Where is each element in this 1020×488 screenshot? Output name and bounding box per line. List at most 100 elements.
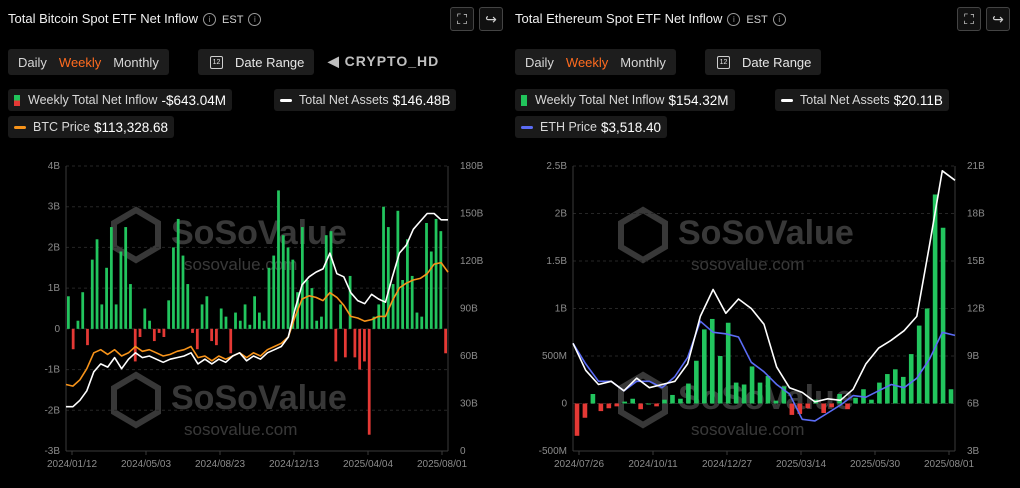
share-icon[interactable]: ↪ — [479, 7, 503, 31]
watermark-url-text: sosovalue.com — [691, 420, 804, 439]
legend-inflow[interactable]: Weekly Total Net Inflow $154.32M — [515, 89, 735, 111]
inflow-bar-positive — [734, 383, 739, 404]
tab-daily[interactable]: Daily — [519, 55, 560, 70]
tab-monthly[interactable]: Monthly — [107, 55, 165, 70]
right-tick-label: 21B — [967, 161, 985, 172]
inflow-bar-negative — [358, 329, 361, 370]
fullscreen-icon[interactable]: ⛶ — [957, 7, 981, 31]
inflow-bar-negative — [599, 404, 604, 412]
left-tick-label: -500M — [539, 446, 567, 457]
left-tick-label: 1B — [555, 304, 568, 315]
inflow-bar-positive — [591, 394, 596, 404]
inflow-bar-positive — [120, 252, 123, 329]
legend-assets[interactable]: Total Net Assets $146.48B — [274, 89, 456, 111]
inflow-bar-positive — [306, 280, 309, 329]
x-tick-label: 2025/08/01 — [924, 459, 974, 470]
watermark-hex-shape — [114, 375, 158, 425]
inflow-bar-positive — [311, 288, 314, 329]
legend-assets-label: Total Net Assets — [299, 93, 389, 107]
inflow-bar-positive — [205, 296, 208, 329]
inflow-bar-negative — [134, 329, 137, 362]
right-tick-label: 180B — [460, 161, 484, 172]
right-tick-label: 18B — [967, 209, 985, 220]
price-swatch — [14, 126, 26, 129]
inflow-bar-positive — [917, 326, 922, 404]
info-icon[interactable]: i — [727, 13, 740, 26]
watermark-hex-shape — [621, 210, 665, 260]
left-tick-label: 2.5B — [546, 161, 567, 172]
timezone-info-icon[interactable]: i — [248, 13, 261, 26]
left-tick-label: 4B — [48, 161, 61, 172]
inflow-swatch — [521, 95, 527, 106]
inflow-bar-negative — [790, 404, 795, 415]
inflow-bar-positive — [401, 280, 404, 329]
left-tick-label: 1B — [48, 283, 61, 294]
inflow-bar-positive — [143, 309, 146, 329]
inflow-bar-negative — [334, 329, 337, 362]
sosovalue-watermark-logo: SoSoValuesosovalue.com — [621, 210, 854, 274]
legend-assets[interactable]: Total Net Assets $20.11B — [775, 89, 949, 111]
inflow-bar-negative — [845, 404, 850, 410]
inflow-bar-positive — [925, 309, 930, 404]
granularity-tabs: Daily Weekly Monthly — [515, 49, 676, 75]
tab-weekly[interactable]: Weekly — [560, 55, 614, 70]
legend-price[interactable]: BTC Price $113,328.68 — [8, 116, 174, 138]
inflow-bar-positive — [258, 313, 261, 329]
right-tick-label: 6B — [967, 399, 980, 410]
inflow-bar-negative — [614, 404, 619, 407]
left-tick-label: 0 — [561, 399, 567, 410]
inflow-bar-negative — [583, 404, 588, 418]
right-tick-label: 150B — [460, 209, 484, 220]
inflow-bar-positive — [268, 268, 271, 329]
share-icon[interactable]: ↪ — [986, 7, 1010, 31]
inflow-bar-positive — [325, 235, 328, 329]
inflow-bar-positive — [430, 252, 433, 329]
tab-weekly[interactable]: Weekly — [53, 55, 107, 70]
inflow-bar-positive — [263, 321, 266, 329]
inflow-bar-positive — [941, 228, 946, 404]
fullscreen-icon[interactable]: ⛶ — [450, 7, 474, 31]
inflow-bar-negative — [158, 329, 161, 333]
inflow-bar-positive — [182, 256, 185, 329]
inflow-bar-positive — [758, 383, 763, 404]
tab-daily[interactable]: Daily — [12, 55, 53, 70]
timezone-label: EST — [746, 14, 767, 26]
inflow-bar-positive — [234, 313, 237, 329]
inflow-bar-negative — [86, 329, 89, 345]
right-tick-label: 90B — [460, 304, 478, 315]
assets-swatch — [280, 99, 292, 102]
legend-price-label: ETH Price — [540, 120, 597, 134]
legend-assets-label: Total Net Assets — [800, 93, 890, 107]
right-tick-label: 15B — [967, 256, 985, 267]
date-range-button[interactable]: 12 Date Range — [705, 49, 821, 75]
assets-swatch — [781, 99, 793, 102]
right-tick-label: 60B — [460, 351, 478, 362]
inflow-bar-positive — [718, 356, 723, 404]
inflow-bar-positive — [694, 361, 699, 404]
watermark-text: SoSoValue — [678, 214, 854, 252]
date-range-button[interactable]: 12 Date Range — [198, 49, 314, 75]
inflow-bar-positive — [301, 227, 304, 329]
watermark-url-text: sosovalue.com — [184, 255, 297, 274]
inflow-bar-negative — [363, 329, 366, 362]
x-tick-label: 2025/04/04 — [343, 459, 393, 470]
sosovalue-watermark-logo: SoSoValuesosovalue.com — [114, 375, 347, 439]
right-tick-label: 120B — [460, 256, 484, 267]
tab-monthly[interactable]: Monthly — [614, 55, 672, 70]
inflow-bar-positive — [622, 402, 627, 404]
x-tick-label: 2024/05/03 — [121, 459, 171, 470]
inflow-bar-positive — [282, 235, 285, 329]
legend-inflow[interactable]: Weekly Total Net Inflow -$643.04M — [8, 89, 232, 111]
inflow-bar-positive — [91, 260, 94, 329]
x-tick-label: 2024/12/27 — [702, 459, 752, 470]
x-tick-label: 2025/08/01 — [417, 459, 467, 470]
inflow-bar-positive — [96, 239, 99, 329]
x-tick-label: 2024/08/23 — [195, 459, 245, 470]
legend-price[interactable]: ETH Price $3,518.40 — [515, 116, 667, 138]
inflow-bar-positive — [678, 399, 683, 404]
inflow-bar-negative — [72, 329, 75, 349]
info-icon[interactable]: i — [203, 13, 216, 26]
inflow-bar-positive — [885, 374, 890, 403]
inflow-bar-positive — [100, 304, 103, 328]
timezone-info-icon[interactable]: i — [773, 13, 786, 26]
